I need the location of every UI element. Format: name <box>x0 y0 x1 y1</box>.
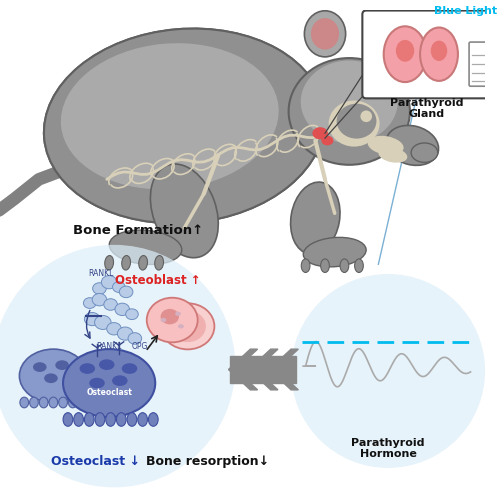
Ellipse shape <box>411 143 438 163</box>
Ellipse shape <box>33 362 46 372</box>
Text: Bone Formation↑: Bone Formation↑ <box>73 224 203 237</box>
Ellipse shape <box>396 40 414 62</box>
Ellipse shape <box>92 294 106 306</box>
Text: Blue Light: Blue Light <box>434 6 497 16</box>
Ellipse shape <box>63 412 73 426</box>
Ellipse shape <box>44 28 324 224</box>
Polygon shape <box>228 349 258 390</box>
Ellipse shape <box>106 412 116 426</box>
FancyArrow shape <box>230 356 296 383</box>
Ellipse shape <box>104 256 114 270</box>
Ellipse shape <box>170 310 206 342</box>
FancyBboxPatch shape <box>469 42 490 86</box>
Ellipse shape <box>154 256 164 270</box>
Ellipse shape <box>58 397 68 408</box>
Ellipse shape <box>80 363 95 374</box>
Ellipse shape <box>56 360 69 370</box>
Ellipse shape <box>44 374 58 383</box>
Circle shape <box>360 110 372 122</box>
Ellipse shape <box>138 256 147 270</box>
Ellipse shape <box>112 282 125 292</box>
Ellipse shape <box>128 332 141 344</box>
Ellipse shape <box>290 182 340 254</box>
Ellipse shape <box>301 60 398 143</box>
Ellipse shape <box>378 148 408 162</box>
Ellipse shape <box>178 324 184 328</box>
Ellipse shape <box>44 28 324 224</box>
Ellipse shape <box>92 282 106 294</box>
Text: RANKL: RANKL <box>88 270 114 278</box>
Text: Parathyroid
Hormone: Parathyroid Hormone <box>352 438 425 460</box>
Ellipse shape <box>160 309 179 324</box>
Ellipse shape <box>90 378 105 388</box>
Ellipse shape <box>328 100 380 146</box>
Ellipse shape <box>122 363 138 374</box>
Ellipse shape <box>161 304 214 350</box>
Text: Osteoclast ↓: Osteoclast ↓ <box>51 455 140 468</box>
Ellipse shape <box>95 412 105 426</box>
Polygon shape <box>269 349 298 390</box>
Ellipse shape <box>127 412 137 426</box>
Ellipse shape <box>116 412 126 426</box>
Ellipse shape <box>386 126 438 166</box>
Ellipse shape <box>122 256 130 270</box>
Ellipse shape <box>175 312 181 316</box>
Ellipse shape <box>288 58 410 165</box>
Ellipse shape <box>146 298 198 343</box>
Ellipse shape <box>63 349 155 417</box>
Ellipse shape <box>304 238 366 267</box>
Ellipse shape <box>150 164 218 258</box>
Text: Parathyroid
Gland: Parathyroid Gland <box>390 98 464 120</box>
Ellipse shape <box>312 127 328 140</box>
FancyBboxPatch shape <box>362 10 494 99</box>
Ellipse shape <box>49 397 58 408</box>
Text: Bone resorption↓: Bone resorption↓ <box>146 455 268 468</box>
Ellipse shape <box>68 397 77 408</box>
Text: RANKL: RANKL <box>96 342 122 351</box>
Ellipse shape <box>138 412 147 426</box>
Ellipse shape <box>311 18 339 50</box>
Ellipse shape <box>336 104 376 138</box>
Ellipse shape <box>368 136 404 155</box>
Text: Osteoclast: Osteoclast <box>86 388 132 398</box>
Ellipse shape <box>84 412 94 426</box>
Ellipse shape <box>340 259 349 272</box>
Ellipse shape <box>431 40 448 61</box>
Polygon shape <box>249 349 278 390</box>
Ellipse shape <box>118 327 133 340</box>
Ellipse shape <box>104 298 118 310</box>
Ellipse shape <box>106 322 122 335</box>
Ellipse shape <box>354 259 364 272</box>
Ellipse shape <box>320 259 330 272</box>
Ellipse shape <box>384 26 426 82</box>
Circle shape <box>0 245 236 488</box>
Ellipse shape <box>301 259 310 272</box>
Ellipse shape <box>61 43 278 190</box>
Ellipse shape <box>84 298 96 308</box>
Text: Osteoblast ↑: Osteoblast ↑ <box>115 274 200 287</box>
Ellipse shape <box>30 397 38 408</box>
Ellipse shape <box>102 276 117 289</box>
Ellipse shape <box>84 312 100 326</box>
Ellipse shape <box>126 309 138 320</box>
Ellipse shape <box>160 318 166 322</box>
Ellipse shape <box>40 397 48 408</box>
Ellipse shape <box>115 303 130 316</box>
Ellipse shape <box>420 28 458 81</box>
Ellipse shape <box>20 349 87 403</box>
Ellipse shape <box>94 316 111 330</box>
Ellipse shape <box>120 286 133 298</box>
Ellipse shape <box>20 397 28 408</box>
Text: OPG: OPG <box>132 342 148 351</box>
Ellipse shape <box>322 136 334 145</box>
Ellipse shape <box>74 412 84 426</box>
Ellipse shape <box>99 360 114 370</box>
Ellipse shape <box>112 376 128 386</box>
Ellipse shape <box>78 397 87 408</box>
Ellipse shape <box>304 11 346 57</box>
Circle shape <box>291 274 485 468</box>
Ellipse shape <box>110 230 182 264</box>
Ellipse shape <box>148 412 158 426</box>
